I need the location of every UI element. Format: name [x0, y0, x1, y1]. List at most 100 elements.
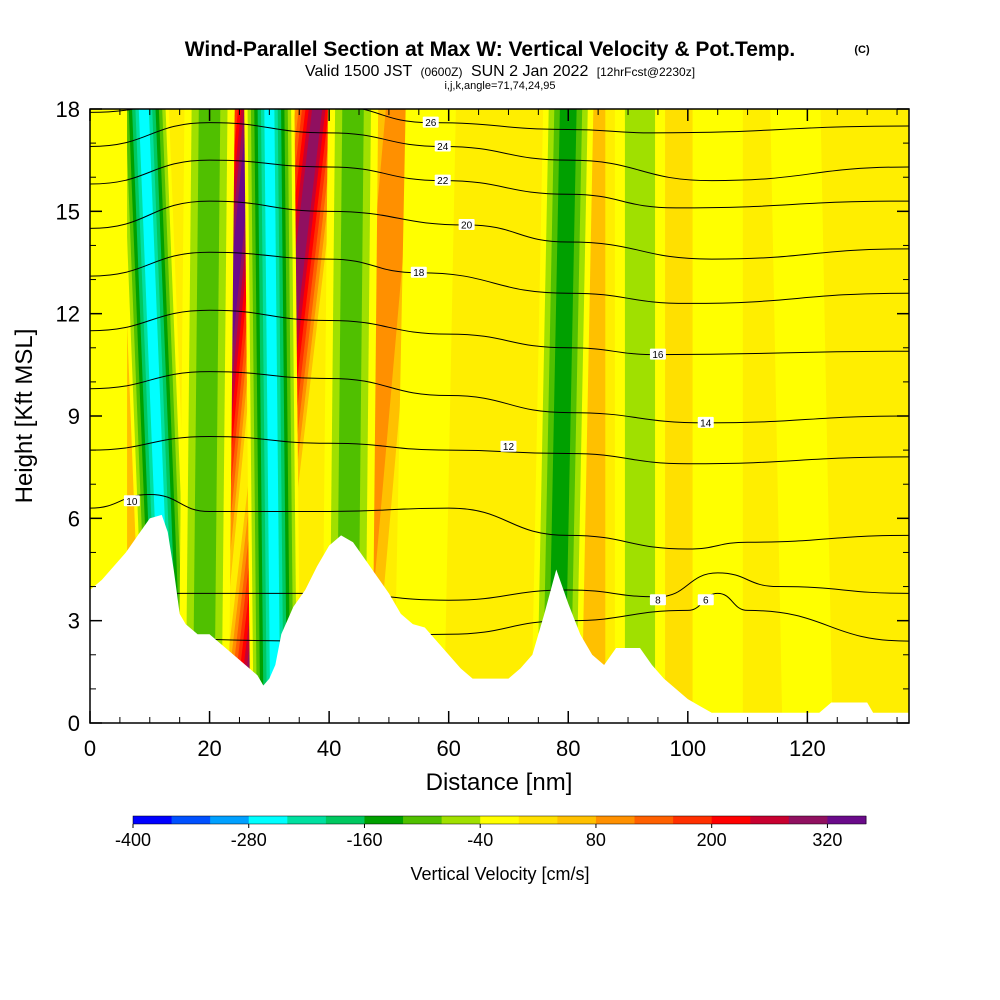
downdraft-band-8-level-0 — [770, 109, 833, 723]
colorbar: -400 -280 -160 -40 80 200 320 — [115, 815, 867, 850]
isentrope-14 — [90, 371, 909, 424]
isentrope-label-bg-20 — [458, 218, 475, 230]
colorbar-swatch-18 — [827, 816, 867, 824]
isentrope-label-bg-18 — [410, 266, 427, 278]
isentrope-22 — [90, 159, 909, 209]
isentrope-label-bg-24 — [434, 140, 451, 152]
colorbar-frame — [132, 815, 867, 825]
isentrope-label-bg-6 — [697, 594, 714, 606]
colorbar-swatch-3 — [248, 816, 288, 824]
isentrope-label-24: 24 — [437, 142, 449, 153]
title-block: Wind-Parallel Section at Max W: Vertical… — [185, 38, 870, 92]
y-axis-title: Height [Kft MSL] — [11, 329, 38, 504]
colorbar-tick-label--280: -280 — [231, 830, 267, 850]
isentrope-label-bg-26 — [422, 116, 439, 128]
isentrope-18 — [90, 251, 909, 304]
colorbar-swatch-5 — [325, 816, 365, 824]
downdraft-band-8 — [770, 109, 833, 723]
valid-utc: (0600Z) — [420, 65, 462, 79]
colorbar-swatch-13 — [634, 816, 674, 824]
isentrope-24 — [90, 122, 909, 182]
isentrope-label-14: 14 — [700, 418, 712, 429]
isentrope-label-26: 26 — [425, 118, 437, 129]
colorbar-swatch-12 — [595, 816, 636, 824]
x-tick-label-0: 0 — [84, 736, 96, 761]
colorbar-tick-label-80: 80 — [586, 830, 606, 850]
colorbar-swatch-9 — [480, 816, 520, 824]
colorbar-swatch-11 — [557, 816, 597, 824]
downdraft-band-1 — [178, 109, 235, 723]
copyright-mark: (C) — [854, 44, 870, 56]
downdraft-band-7 — [692, 109, 743, 723]
isentrope-label-12: 12 — [503, 442, 515, 453]
downdraft-band-6 — [614, 109, 666, 723]
isentrope-label-bg-8 — [649, 594, 666, 606]
isentrope-label-8: 8 — [655, 596, 661, 607]
x-tick-label-60: 60 — [436, 736, 460, 761]
colorbar-swatch-15 — [711, 816, 751, 824]
x-tick-label-100: 100 — [669, 736, 706, 761]
x-tick-label-40: 40 — [317, 736, 341, 761]
y-tick-label-3: 3 — [68, 609, 80, 634]
y-tick-label-6: 6 — [68, 506, 80, 531]
isentrope-label-6: 6 — [703, 596, 709, 607]
downdraft-band-1-level-2 — [192, 109, 221, 723]
isentrope-label-22: 22 — [437, 176, 449, 187]
colorbar-swatch-6 — [364, 816, 404, 824]
colorbar-swatch-2 — [210, 816, 250, 824]
x-tick-label-80: 80 — [556, 736, 580, 761]
chart-title: Wind-Parallel Section at Max W: Vertical… — [185, 38, 796, 61]
colorbar-tick-label--40: -40 — [467, 830, 493, 850]
isentrope-16 — [90, 309, 909, 356]
potential-temperature-contours: 6 8 10 12 14 16 18 20 22 24 26 — [90, 109, 909, 642]
isentrope-label-bg-10 — [123, 495, 140, 507]
y-tick-label-0: 0 — [68, 711, 80, 736]
x-axis-title: Distance [nm] — [426, 769, 573, 796]
colorbar-swatch-1 — [171, 816, 211, 824]
colorbar-title: Vertical Velocity [cm/s] — [410, 864, 589, 884]
x-tick-label-20: 20 — [197, 736, 221, 761]
y-tick-label-9: 9 — [68, 404, 80, 429]
isentrope-label-bg-14 — [697, 416, 714, 428]
colorbar-swatch-17 — [788, 816, 828, 824]
colorbar-tick-label-200: 200 — [697, 830, 727, 850]
colorbar-tick-label--400: -400 — [115, 830, 151, 850]
y-tick-label-12: 12 — [56, 302, 80, 327]
y-tick-label-15: 15 — [56, 199, 80, 224]
x-axis: 0 20 40 60 80 100 120 — [84, 109, 898, 761]
valid-date: SUN 2 Jan 2022 — [471, 63, 589, 80]
downdraft-band-4-level-0 — [393, 109, 456, 723]
isentrope-label-bg-12 — [500, 440, 517, 452]
colorbar-swatch-7 — [403, 816, 443, 824]
downdraft-band-5-level-3 — [547, 109, 577, 723]
terrain-mask — [90, 514, 909, 723]
colorbar-swatch-10 — [518, 816, 558, 824]
y-tick-label-18: 18 — [56, 97, 80, 122]
isentrope-label-10: 10 — [126, 497, 138, 508]
isentrope-label-20: 20 — [461, 220, 473, 231]
plot-area: 6 8 10 12 14 16 18 20 22 24 26 — [90, 109, 909, 723]
colorbar-swatch-14 — [673, 816, 713, 824]
x-tick-label-120: 120 — [789, 736, 826, 761]
downdraft-band-2-level-6 — [264, 109, 281, 723]
downdraft-band-7-level-0 — [692, 109, 743, 723]
isentrope-label-bg-16 — [649, 348, 666, 360]
colorbar-swatch-8 — [441, 816, 481, 824]
isentrope-10 — [90, 493, 909, 550]
indices-label: i,j,k,angle=71,74,24,95 — [444, 80, 555, 92]
colorbar-swatch-0 — [133, 816, 173, 824]
isentrope-label-bg-22 — [434, 174, 451, 186]
downdraft-band-4 — [393, 109, 456, 723]
colorbar-swatch-4 — [287, 816, 327, 824]
colorbar-swatch-16 — [750, 816, 790, 824]
isentrope-label-18: 18 — [413, 268, 425, 279]
isentrope-26 — [90, 109, 909, 134]
colorbar-tick-label--160: -160 — [346, 830, 382, 850]
downdraft-band-6-level-1 — [624, 109, 656, 723]
forecast-label: [12hrFcst@2230z] — [597, 65, 695, 79]
y-axis: 0 3 6 9 12 15 18 — [56, 97, 909, 736]
downdraft-band-2 — [244, 109, 301, 723]
isentrope-label-16: 16 — [652, 350, 664, 361]
chart-subtitle: Valid 1500 JST (0600Z) SUN 2 Jan 2022 [1… — [305, 63, 695, 80]
